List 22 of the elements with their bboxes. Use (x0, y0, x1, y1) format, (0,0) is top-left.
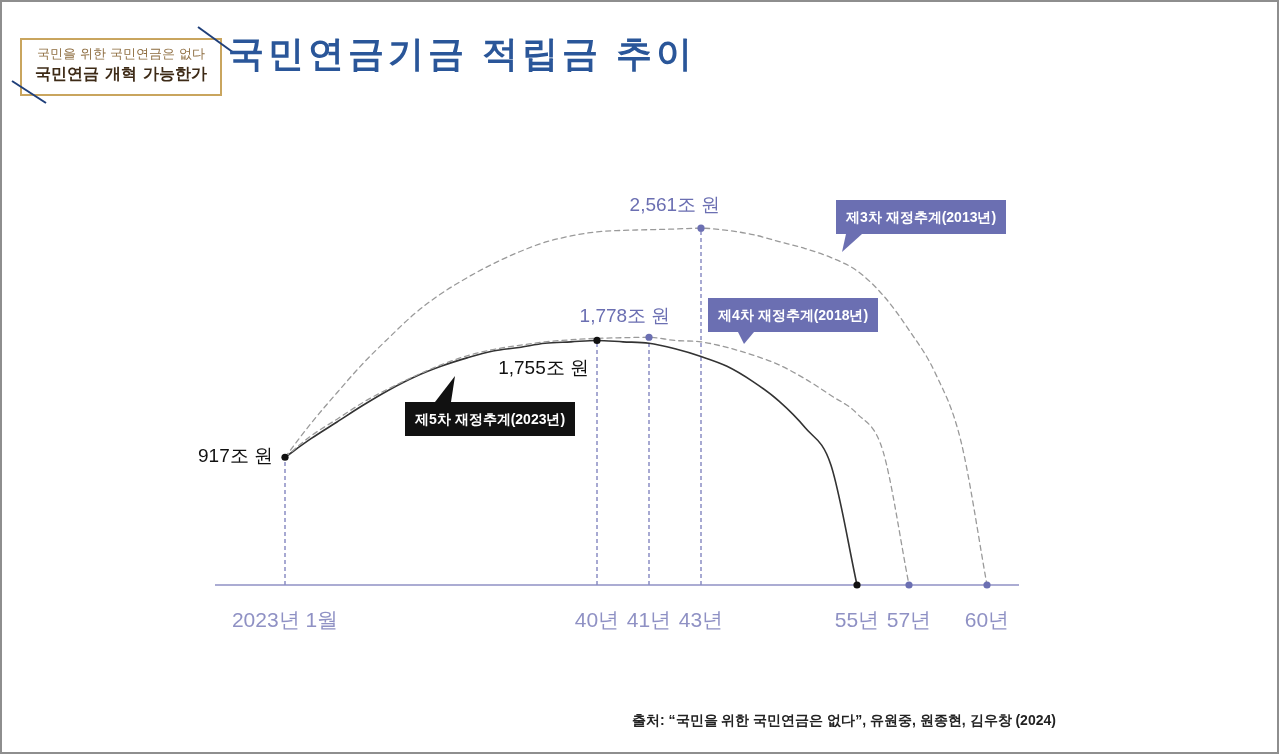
data-label: 1,778조 원 (579, 305, 671, 327)
point (593, 336, 601, 345)
chart-title: 국민연금기금 적립금 추이 (228, 32, 697, 76)
text: 국민연금 개혁 가능한가 (35, 64, 207, 83)
point (645, 333, 653, 341)
point (281, 453, 289, 461)
data-label: 2,561조 원 (629, 194, 721, 216)
x-tick-label: 60년 (964, 608, 1010, 632)
text: 국민을 위한 국민연금은 없다 (36, 46, 206, 61)
x-tick-label: 41년 (626, 608, 672, 632)
x-tick-label: 55년 (834, 608, 880, 632)
text: 제5차 재정추계(2023년) (405, 402, 576, 436)
x-tick-label: 40년 (574, 608, 620, 632)
data-label: 1,755조 원 (498, 356, 589, 378)
data-label: 917조 원 (198, 445, 273, 467)
point (697, 224, 705, 232)
source-note: 출처: “국민을 위한 국민연금은 없다”, 유원중, 원종현, 김우창 (2024) (632, 712, 1056, 728)
x-tick-label: 57년 (886, 608, 932, 632)
text: 제3차 재정추계(2013년) (836, 200, 1007, 234)
x-tick-label: 43년 (678, 608, 724, 632)
x-tick-label: 2023년 1월 (231, 608, 339, 632)
series-label: 제4차 재정추계(2018년) (708, 298, 879, 332)
